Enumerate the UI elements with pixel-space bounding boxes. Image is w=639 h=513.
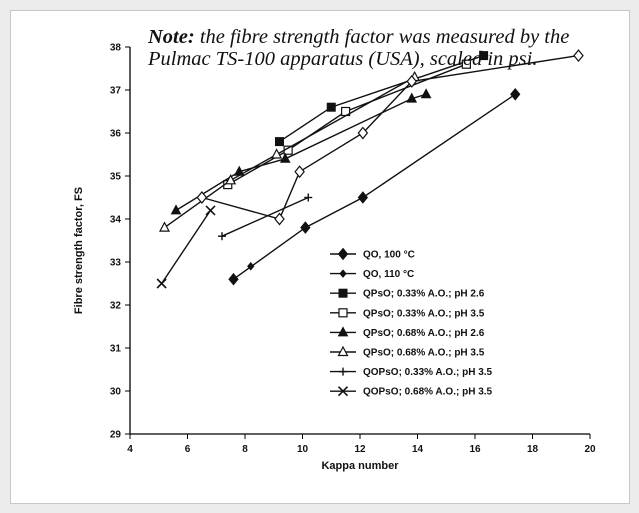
chart-series [156,49,584,289]
data-point [279,152,291,163]
series-6 [159,70,421,232]
data-point [196,191,208,204]
series-7 [218,193,313,241]
x-tick-label: 10 [297,444,309,455]
x-tick-label: 20 [584,444,596,455]
data-point [228,272,239,286]
y-tick-label: 38 [110,43,122,54]
data-point [420,88,432,99]
y-tick-label: 35 [110,172,122,183]
data-point [573,49,584,63]
data-point [357,191,369,204]
legend-marker [339,269,347,278]
x-tick-label: 14 [412,444,424,455]
data-point [274,212,285,226]
legend-label: QOPsO; 0.68% A.O.; pH 3.5 [363,387,493,398]
note-text: the fibre strength factor was measured b… [148,26,570,70]
legend-entry-4: QPsO; 0.33% A.O.; pH 3.5 [330,308,485,319]
data-point [479,51,489,61]
measurement-note: Note: the fibre strength factor was meas… [148,26,628,70]
cross-b [205,205,216,216]
legend-marker [337,345,349,357]
legend-label: QPsO; 0.33% A.O.; pH 3.5 [363,308,485,319]
y-tick-label: 30 [110,387,122,398]
legend-entry-2: QO, 110 °C [330,269,414,280]
data-point [304,193,313,202]
data-point [406,74,418,88]
cross-b [337,386,349,397]
series-line [227,63,467,186]
legend-entry-3: QPsO; 0.33% A.O.; pH 2.6 [330,288,485,300]
legend-label: QPsO; 0.68% A.O.; pH 3.5 [363,348,485,359]
legend-entry-7: QOPsO; 0.33% A.O.; pH 3.5 [330,367,493,378]
y-axis-title: Fibre strength factor, FS [73,187,85,314]
y-tick-label: 32 [110,301,122,312]
y-tick-label: 29 [110,430,122,441]
series-line [201,54,579,220]
series-5 [170,88,432,215]
series-line [221,196,309,237]
series-3 [275,51,489,147]
data-point [275,137,284,147]
chart-legend: QO, 100 °C QO, 110 °C QPsO; 0.33% A.O.; pH… [330,247,493,398]
y-tick-label: 31 [110,344,122,355]
legend-entry-6: QPsO; 0.68% A.O.; pH 3.5 [330,345,485,359]
legend-marker [339,367,347,376]
note-prefix: Note: [148,26,195,48]
legend-marker [338,308,348,318]
data-point [218,232,226,241]
data-point [510,88,521,101]
legend-entry-1: QO, 100 °C [330,247,415,261]
cross-b [156,278,167,289]
data-point [205,205,216,216]
x-tick-label: 8 [242,444,248,455]
series-2 [247,262,255,271]
data-point [326,102,336,112]
series-line [233,93,516,280]
x-axis-title: Kappa number [321,460,399,472]
data-point [247,262,255,271]
legend-label: QPsO; 0.68% A.O.; pH 2.6 [363,328,485,339]
x-tick-label: 4 [127,444,133,455]
legend-marker [337,247,349,261]
y-tick-label: 36 [110,129,122,140]
data-point [170,204,182,215]
legend-marker [338,288,348,298]
data-point [406,92,418,103]
legend-label: QO, 110 °C [363,269,414,280]
data-point [300,221,311,234]
legend-label: QO, 100 °C [363,250,415,261]
chart-axes: 4 6 8 10 12 14 16 18 20 29 30 31 32 33 34 35 36 37 38 Kappa… [73,43,596,473]
series-9 [196,49,584,226]
data-point [225,174,237,185]
data-point [156,278,167,289]
y-tick-label: 33 [110,258,122,269]
data-point [461,59,471,69]
y-tick-label: 34 [110,215,122,226]
data-point [357,126,369,140]
legend-marker [337,326,349,337]
x-tick-label: 12 [354,444,366,455]
series-1 [228,88,521,286]
data-point [294,165,305,179]
legend-entry-8: QOPsO; 0.68% A.O.; pH 3.5 [330,386,493,398]
legend-entry-5: QPsO; 0.68% A.O.; pH 2.6 [330,326,485,339]
legend-label: QPsO; 0.33% A.O.; pH 2.6 [363,289,485,300]
x-tick-label: 18 [527,444,539,455]
series-line [161,210,212,284]
x-tick-label: 16 [469,444,481,455]
data-point [159,221,170,232]
series-line [164,76,415,229]
legend-label: QOPsO; 0.33% A.O.; pH 3.5 [363,367,493,378]
data-point [271,148,283,159]
x-tick-label: 6 [185,444,191,455]
figure-panel [10,10,630,504]
y-tick-label: 37 [110,86,122,97]
series-4 [223,59,471,190]
legend-marker [337,386,349,397]
series-8 [156,205,216,289]
